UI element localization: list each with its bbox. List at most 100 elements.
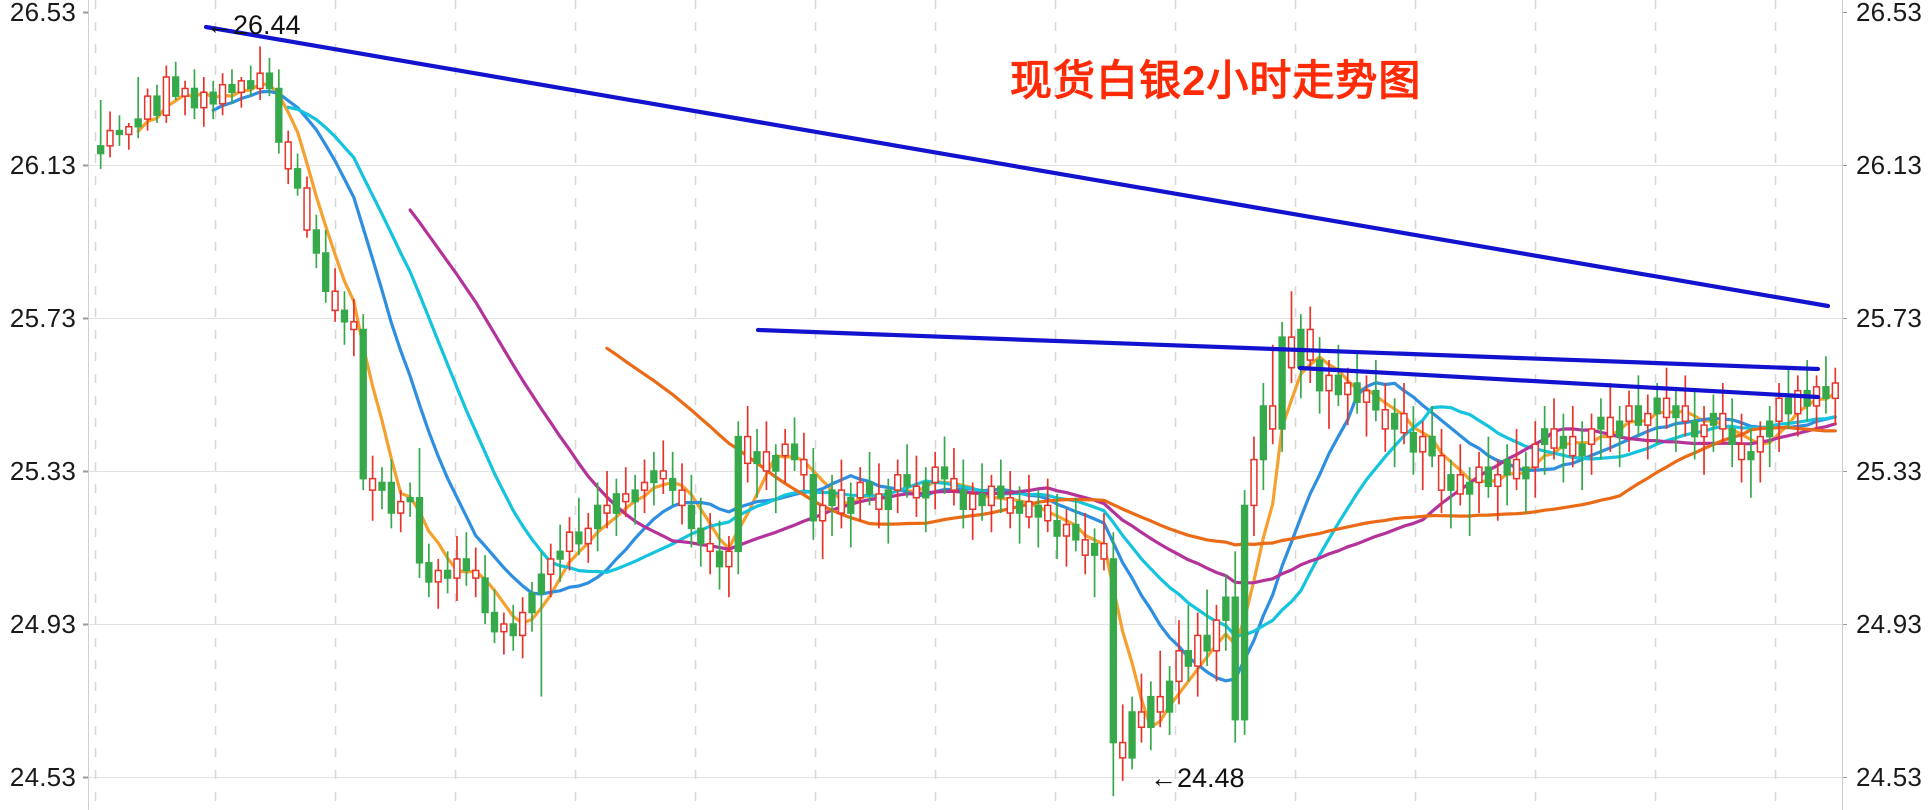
candle-body xyxy=(922,481,930,499)
candle-body xyxy=(153,95,161,117)
candle-body xyxy=(1766,420,1774,438)
candle-body xyxy=(772,454,780,472)
candle-body xyxy=(1334,374,1343,396)
candle-body xyxy=(537,573,546,595)
candle-body xyxy=(1569,435,1577,457)
candle-body xyxy=(500,623,508,633)
candle-body xyxy=(1353,382,1361,403)
candle-body xyxy=(556,550,564,560)
candle-body xyxy=(1025,500,1033,518)
candle-body xyxy=(453,558,461,579)
candle-body xyxy=(894,474,902,491)
candle-body xyxy=(978,493,986,507)
candle-body xyxy=(1175,650,1183,683)
candle-body xyxy=(359,328,367,480)
trendline-group xyxy=(203,24,1831,400)
candle-body xyxy=(1165,680,1174,713)
candle-body xyxy=(1156,695,1164,713)
candle-body xyxy=(856,481,864,499)
candle-body xyxy=(668,477,677,491)
y-axis-tick-right: 25.73 xyxy=(1856,303,1923,333)
candle-body xyxy=(1681,405,1689,423)
candle-body xyxy=(1212,619,1221,652)
candle-body xyxy=(1137,711,1146,729)
y-axis-tick-left: 25.33 xyxy=(9,456,76,486)
candle-body xyxy=(125,126,133,136)
candle-body xyxy=(884,489,892,510)
candle-body xyxy=(753,451,761,465)
candle-body xyxy=(1419,435,1427,453)
candle-body xyxy=(1644,412,1652,426)
candle-body xyxy=(1203,634,1211,652)
candle-body xyxy=(1831,382,1839,400)
candle-body xyxy=(340,309,349,323)
candle-body xyxy=(1259,405,1268,461)
vertical-gridlines xyxy=(94,0,1777,810)
candle-body xyxy=(181,87,189,97)
candle-body xyxy=(331,290,339,312)
candle-body xyxy=(1109,558,1117,744)
candle-body xyxy=(837,489,846,514)
candle-body xyxy=(490,611,499,633)
candle-body xyxy=(1044,504,1052,522)
candle-body xyxy=(378,481,386,491)
candle-body xyxy=(1756,435,1764,453)
candle-body xyxy=(434,569,442,583)
candle-body xyxy=(1550,428,1558,449)
candle-body xyxy=(1090,542,1099,556)
candle-body xyxy=(1362,389,1371,403)
candle-body xyxy=(790,443,799,461)
candle-body xyxy=(1775,397,1783,423)
candle-body xyxy=(819,504,827,522)
candle-body xyxy=(1719,412,1727,430)
y-axis-tick-left: 26.13 xyxy=(9,150,76,180)
candle-body xyxy=(387,481,396,514)
candle-body xyxy=(472,569,480,579)
y-axis-tick-right: 24.93 xyxy=(1856,609,1923,639)
candle-body xyxy=(1194,634,1202,667)
candle-body xyxy=(678,489,686,507)
candle-body xyxy=(1184,650,1193,667)
candle-body xyxy=(1503,458,1511,476)
candle-body xyxy=(322,252,330,292)
candle-body xyxy=(368,477,377,491)
candlestick-series xyxy=(97,46,1839,797)
swing-high-label: ←26.44 xyxy=(206,10,301,40)
candle-body xyxy=(584,527,592,545)
candle-body xyxy=(1672,405,1680,419)
candle-body xyxy=(697,527,705,545)
candle-body xyxy=(397,500,405,514)
candle-body xyxy=(1747,451,1755,461)
lower-descending-trendline xyxy=(1297,365,1821,400)
candle-body xyxy=(303,187,311,231)
candle-body xyxy=(715,550,724,568)
candle-body xyxy=(1559,435,1568,449)
y-axis-tick-left: 26.53 xyxy=(9,0,76,27)
y-axis-tick-left: 24.53 xyxy=(9,762,76,792)
candle-body xyxy=(97,145,105,155)
horizontal-gridlines xyxy=(83,11,1847,779)
candle-body xyxy=(162,76,170,117)
candle-body xyxy=(1737,443,1746,461)
candle-body xyxy=(987,485,996,507)
candle-body xyxy=(969,493,977,511)
candle-body xyxy=(1381,409,1389,430)
candle-body xyxy=(1700,424,1708,438)
candle-body xyxy=(190,87,199,109)
candle-body xyxy=(1625,405,1633,423)
y-axis-tick-right: 26.53 xyxy=(1856,0,1923,27)
candle-body xyxy=(228,83,236,94)
candle-body xyxy=(1390,412,1399,430)
candle-body xyxy=(1100,542,1108,560)
candle-body xyxy=(1728,428,1736,445)
candle-body xyxy=(1372,389,1380,411)
candle-body xyxy=(1512,458,1521,480)
candle-body xyxy=(1587,428,1596,445)
candle-body xyxy=(1034,504,1042,518)
candle-body xyxy=(650,470,658,484)
candle-body xyxy=(734,435,742,553)
axis-frame-lines xyxy=(88,0,1843,810)
candle-body xyxy=(256,72,264,90)
